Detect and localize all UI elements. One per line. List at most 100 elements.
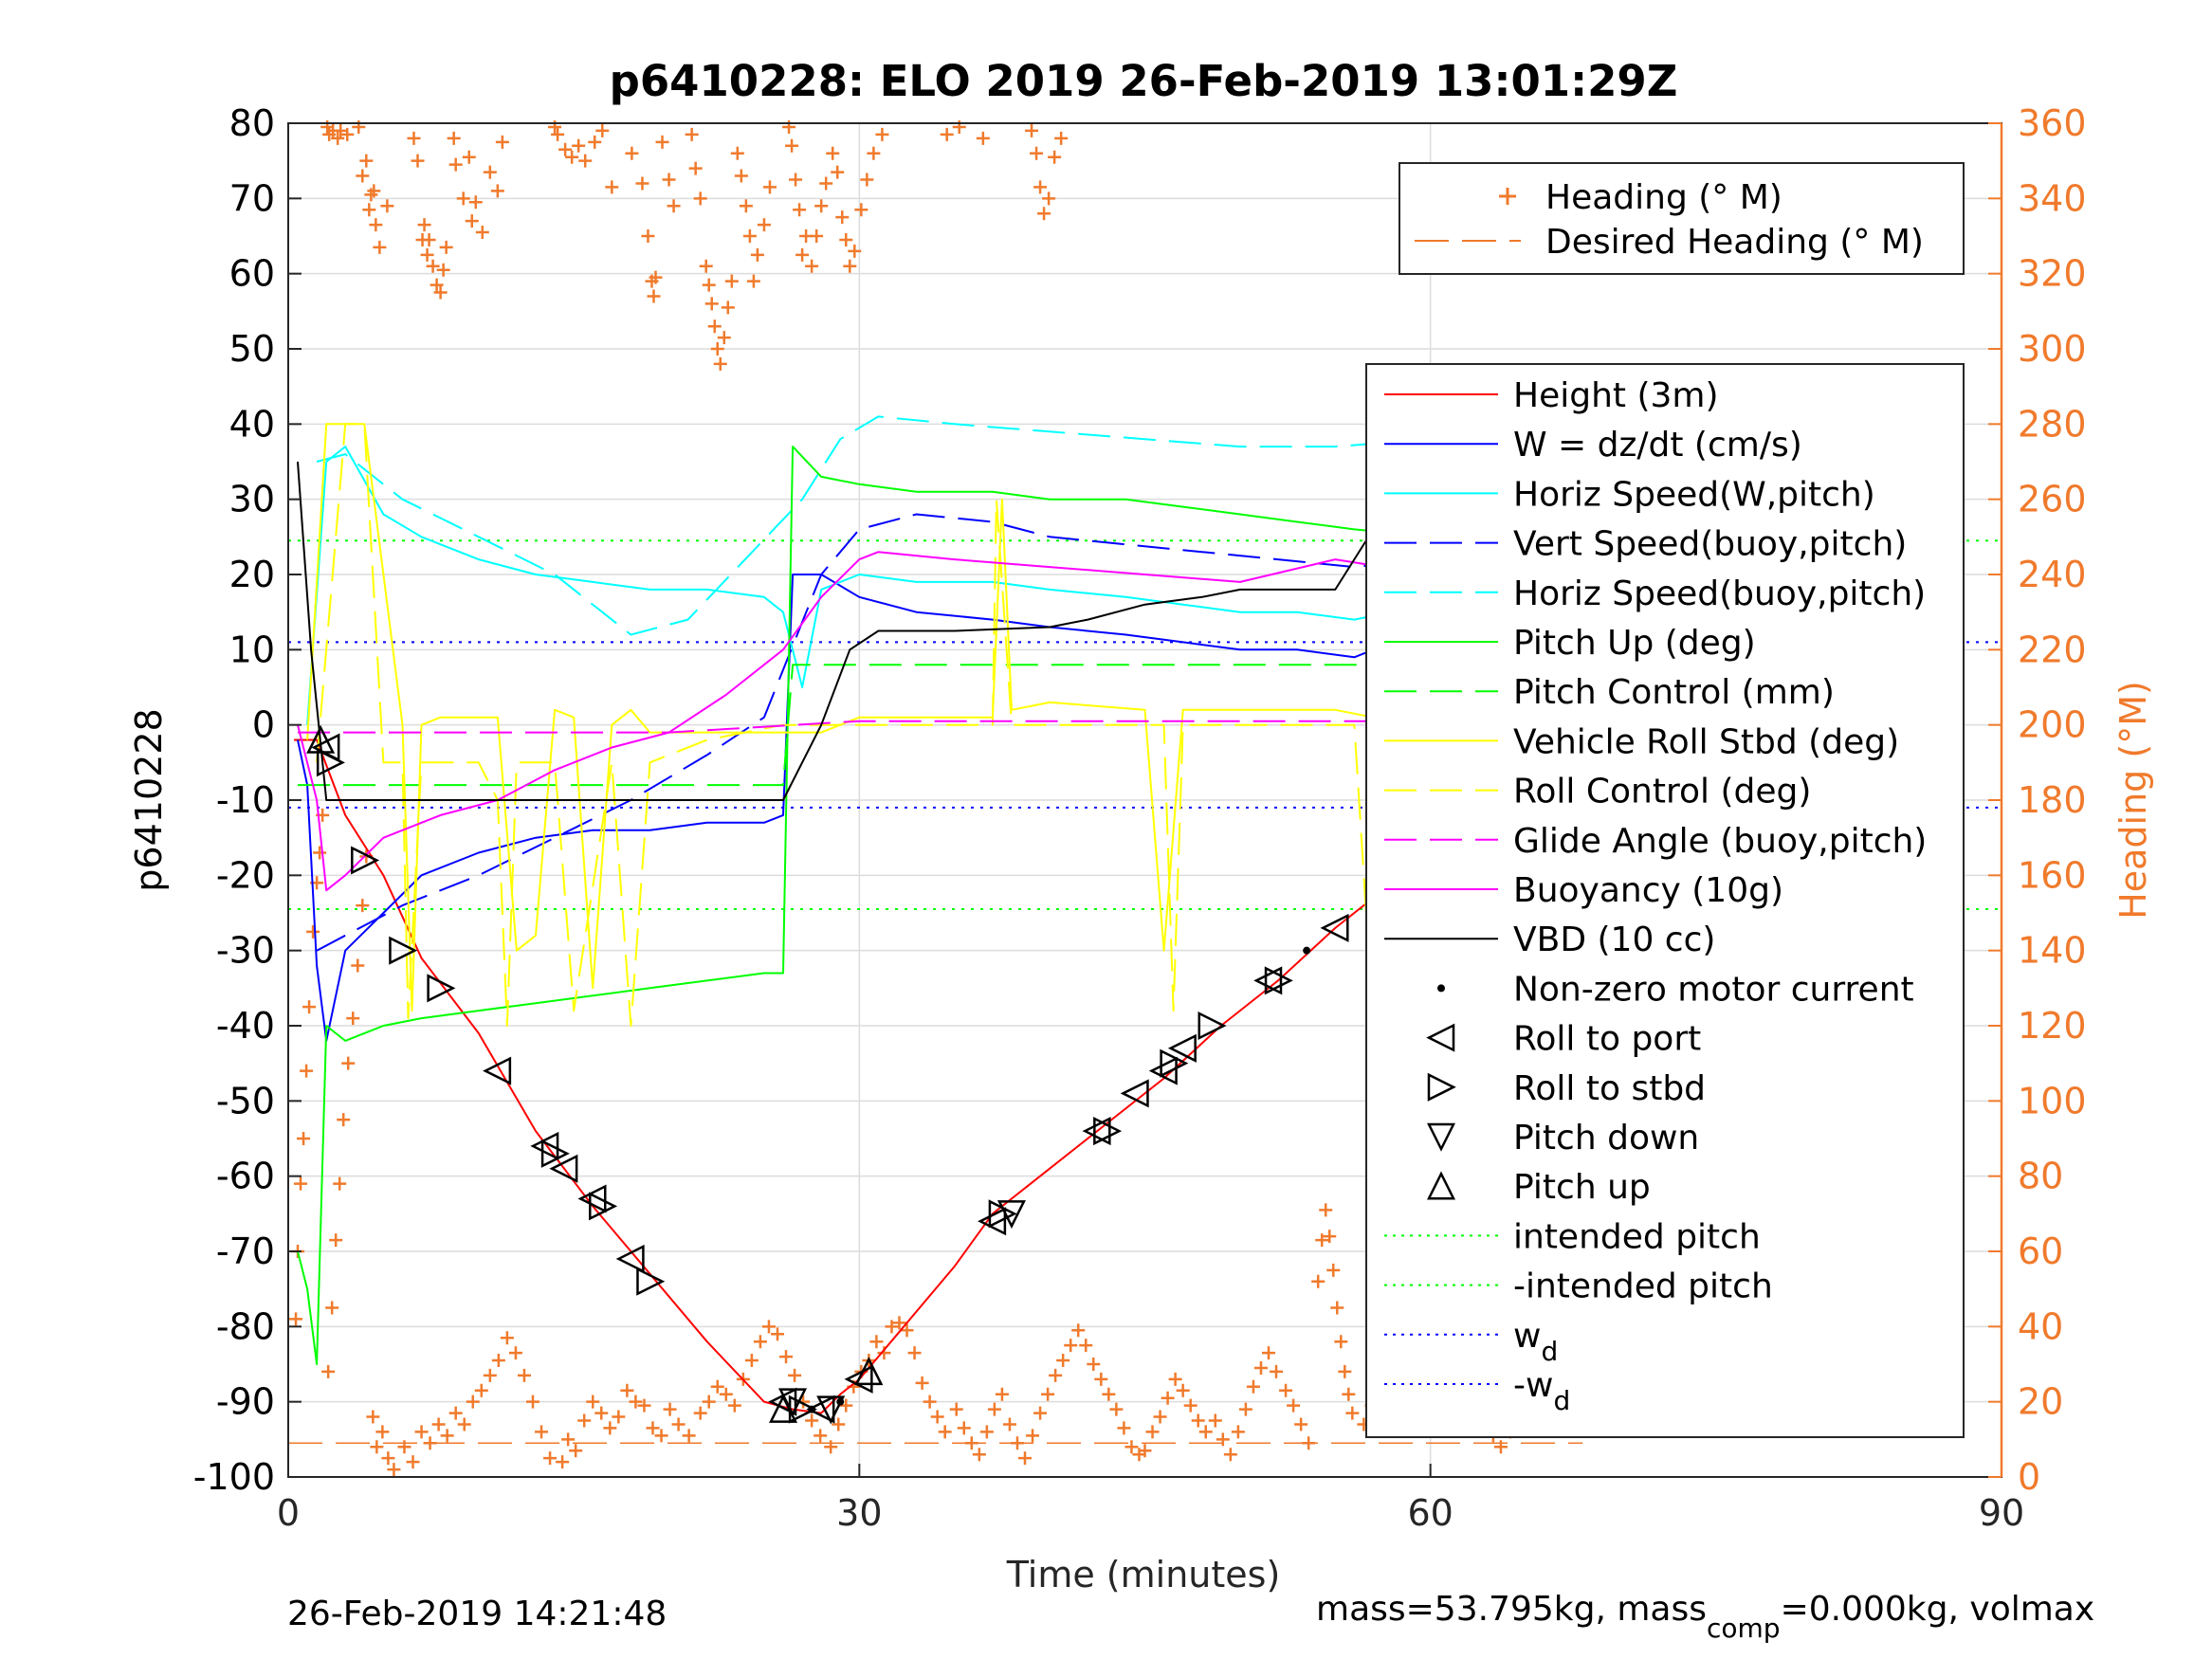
heading-point	[793, 203, 807, 217]
roll-to-port-marker	[1253, 966, 1283, 995]
heading-point	[1087, 1358, 1101, 1371]
heading-point	[1056, 1354, 1070, 1368]
legend-label: intended pitch	[1513, 1217, 1761, 1256]
heading-point	[329, 1233, 343, 1248]
heading-point	[1102, 1387, 1116, 1401]
y-tick-label: -50	[216, 1080, 275, 1121]
legend-label: VBD (10 cc)	[1513, 921, 1715, 959]
heading-point	[351, 958, 365, 973]
heading-point	[475, 226, 489, 240]
heading-point	[1302, 1436, 1316, 1450]
heading-point	[779, 1350, 794, 1364]
heading-point	[923, 1395, 937, 1409]
legend-label: Glide Angle (buoy,pitch)	[1513, 822, 1927, 861]
y2-tick-label: 60	[2018, 1231, 2063, 1272]
heading-point	[810, 229, 824, 243]
legend-label: Horiz Speed(buoy,pitch)	[1513, 574, 1926, 613]
heading-point	[843, 259, 857, 273]
y-tick-label: 60	[229, 253, 275, 295]
heading-point	[1048, 150, 1062, 164]
heading-point	[788, 1368, 802, 1382]
y-tick-label: 40	[229, 403, 275, 445]
y2-tick-label: 0	[2018, 1456, 2040, 1498]
y2-tick-label: 200	[2018, 704, 2087, 746]
heading-point	[1153, 1410, 1167, 1424]
heading-point	[586, 1395, 600, 1409]
heading-point	[713, 356, 727, 371]
legend-label: Pitch down	[1513, 1119, 1699, 1158]
heading-point	[710, 342, 724, 356]
legend-label: Non-zero motor current	[1513, 970, 1914, 1009]
heading-point	[915, 1376, 929, 1390]
legend-label-main: w	[1513, 1317, 1541, 1356]
heading-point	[637, 1398, 651, 1413]
heading-point	[620, 1383, 634, 1397]
heading-point	[1246, 1379, 1260, 1394]
heading-point	[979, 1425, 994, 1439]
heading-point	[483, 1368, 497, 1382]
heading-point	[1334, 1335, 1348, 1349]
heading-point	[688, 161, 703, 175]
heading-point	[1042, 191, 1056, 206]
heading-point	[1493, 1440, 1508, 1454]
heading-point	[331, 131, 345, 145]
heading-point	[1033, 1406, 1048, 1420]
heading-point	[595, 123, 610, 137]
heading-point	[1117, 1421, 1131, 1435]
footer-timestamp: 26-Feb-2019 14:21:48	[287, 1595, 667, 1633]
heading-point	[724, 274, 739, 288]
heading-point	[1018, 1451, 1033, 1466]
heading-point	[1231, 1425, 1245, 1439]
y2-tick-label: 40	[2018, 1305, 2063, 1347]
heading-point	[387, 1463, 401, 1477]
heading-point	[1109, 1402, 1124, 1416]
roll-to-port-marker	[483, 1056, 512, 1085]
legend-main-box	[1365, 363, 1965, 1438]
heading-point	[535, 1425, 549, 1439]
heading-point	[1033, 180, 1048, 194]
legend-marker-symbol	[1426, 1023, 1455, 1052]
heading-point	[949, 1402, 963, 1416]
heading-point	[340, 127, 355, 141]
heading-point	[1094, 1372, 1108, 1386]
heading-point	[337, 1113, 351, 1127]
y-tick-label: 70	[229, 177, 275, 219]
x-tick-label: 0	[277, 1492, 300, 1534]
legend-heading-label: Desired Heading (° M)	[1545, 223, 1924, 262]
heading-point	[646, 1421, 660, 1435]
heading-point	[1079, 1339, 1093, 1353]
heading-point	[356, 169, 370, 183]
heading-point	[1138, 1444, 1152, 1458]
x-tick-label: 30	[836, 1492, 882, 1534]
heading-point	[957, 1421, 971, 1435]
y2-tick-label: 140	[2018, 930, 2087, 972]
heading-point	[297, 1132, 311, 1145]
heading-point	[885, 1320, 899, 1334]
heading-point	[407, 131, 421, 145]
heading-point	[433, 285, 448, 300]
motor-current-marker	[836, 1397, 845, 1406]
series-lines	[294, 415, 1575, 1414]
heading-point	[556, 1455, 570, 1469]
y2-tick-label: 120	[2018, 1005, 2087, 1047]
heading-point	[1345, 1406, 1360, 1420]
heading-point	[1071, 1323, 1086, 1338]
legend-heading: Heading (° M) Desired Heading (° M)	[1398, 162, 1965, 275]
heading-point	[569, 1444, 583, 1458]
heading-point	[517, 1368, 531, 1382]
y2-tick-label: 320	[2018, 253, 2087, 295]
heading-point	[448, 157, 463, 172]
heading-point	[635, 176, 649, 191]
heading-point	[577, 1413, 592, 1428]
heading-point	[930, 1410, 944, 1424]
series-line	[316, 415, 1545, 636]
heading-point	[757, 218, 771, 232]
legend-marker-symbol	[1426, 1122, 1456, 1152]
series-line	[306, 446, 1545, 725]
y-tick-label: -40	[216, 1005, 275, 1047]
heading-point	[649, 270, 663, 284]
legend-label: wd	[1513, 1317, 1558, 1367]
heading-point	[721, 301, 735, 315]
legend-label: Vehicle Roll Stbd (deg)	[1513, 722, 1899, 761]
heading-point	[854, 203, 868, 217]
